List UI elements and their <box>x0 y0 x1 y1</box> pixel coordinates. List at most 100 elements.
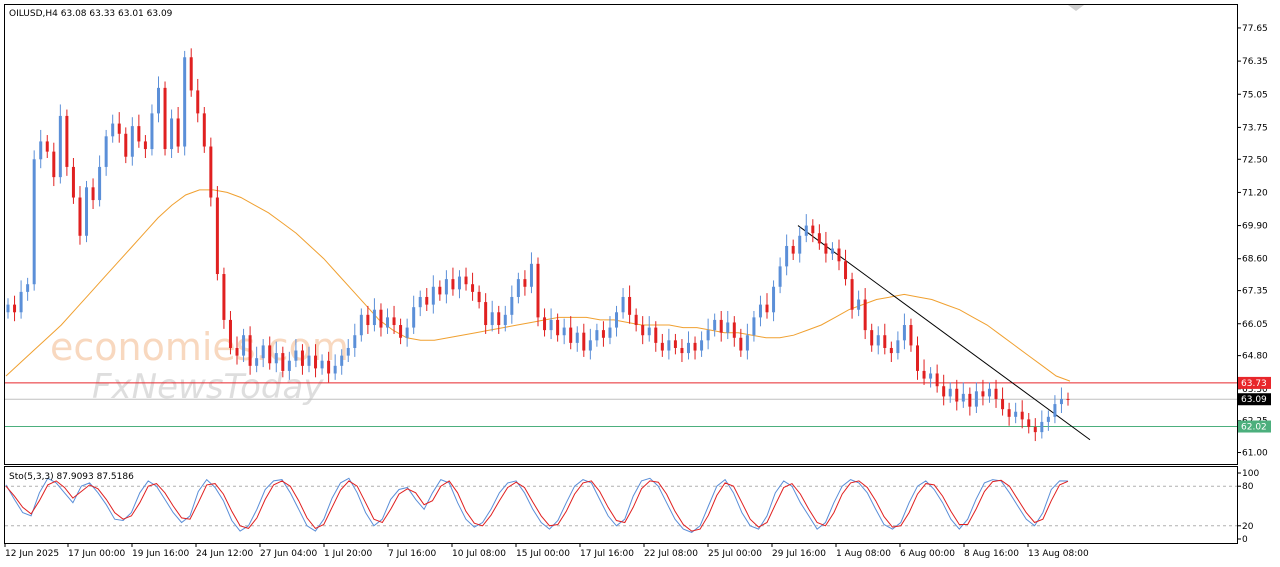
candle-body <box>52 151 56 178</box>
candle-body <box>274 353 278 364</box>
candle-body <box>392 317 396 326</box>
y-tick-label: 76.35 <box>1242 57 1268 67</box>
candle-body <box>346 347 350 356</box>
x-tick-label: 25 Jul 00:00 <box>708 549 762 559</box>
candle-body <box>654 327 658 343</box>
candle-body <box>608 327 612 338</box>
x-tick-label: 1 Jul 20:00 <box>324 549 373 559</box>
candle-body <box>569 327 573 343</box>
y-tick-label: 63.50 <box>1242 385 1268 395</box>
candle-body <box>78 197 82 236</box>
candle-body <box>549 319 553 331</box>
candle-body <box>438 286 442 295</box>
shift-marker-icon[interactable] <box>1068 5 1084 11</box>
candle-body <box>261 345 265 359</box>
stochastic-tick-label: 100 <box>1242 469 1259 479</box>
candle-body <box>700 340 704 351</box>
candle-body <box>876 335 880 346</box>
candle-body <box>425 296 429 305</box>
x-tick-label: 17 Jun 00:00 <box>68 549 125 559</box>
candle-body <box>902 325 906 341</box>
candle-body <box>1059 398 1063 405</box>
candle-body <box>124 133 128 157</box>
candle-body <box>713 319 717 331</box>
candle-body <box>641 325 645 336</box>
candle-body <box>215 197 219 275</box>
candle-body <box>889 347 893 354</box>
candle-body <box>19 291 23 313</box>
candle-body <box>765 304 769 313</box>
candle-body <box>307 355 311 366</box>
candle-body <box>660 342 664 351</box>
stochastic-tick-label: 20 <box>1242 522 1254 532</box>
y-tick-label: 71.20 <box>1242 188 1268 198</box>
candle-body <box>811 225 815 234</box>
candle-body <box>65 115 69 167</box>
candle-body <box>529 263 533 287</box>
stochastic-panel-frame <box>4 466 1238 544</box>
candle-body <box>523 279 527 287</box>
candle-body <box>588 340 592 351</box>
candle-body <box>909 325 913 346</box>
candle-body <box>974 391 978 407</box>
candle-body <box>130 126 134 157</box>
candle-body <box>772 286 776 313</box>
candle-body <box>615 312 619 328</box>
x-tick-label: 19 Jun 16:00 <box>132 549 189 559</box>
main-chart-title: OILUSD,H4 63.08 63.33 63.01 63.09 <box>9 9 173 19</box>
candle-body <box>353 335 357 348</box>
candle-body <box>857 299 861 310</box>
candle-body <box>490 312 494 326</box>
y-tick-label: 68.60 <box>1242 255 1268 265</box>
candle-body <box>268 345 272 364</box>
candle-body <box>85 187 89 236</box>
candle-body <box>804 225 808 236</box>
candle-body <box>327 360 331 374</box>
candle-body <box>870 330 874 346</box>
candle-body <box>39 141 43 160</box>
candle-body <box>575 332 579 343</box>
candle-body <box>1027 419 1031 428</box>
candle-body <box>359 314 363 336</box>
candle-body <box>706 330 710 341</box>
candle-body <box>844 261 848 280</box>
watermark-line1: economies.com <box>50 325 349 369</box>
candle-body <box>824 243 828 254</box>
x-tick-label: 1 Aug 08:00 <box>836 549 891 559</box>
candle-body <box>1001 398 1005 410</box>
y-tick-label: 64.80 <box>1242 352 1268 362</box>
candle-body <box>477 291 481 303</box>
candle-body <box>726 322 730 333</box>
candle-body <box>444 279 448 295</box>
candle-body <box>300 350 304 366</box>
candle-body <box>484 302 488 326</box>
candle-body <box>150 113 154 150</box>
candle-body <box>732 322 736 338</box>
candle-body <box>1066 398 1070 400</box>
candle-body <box>143 141 147 150</box>
candle-body <box>451 279 455 290</box>
candle-body <box>693 342 697 351</box>
candle-body <box>91 187 95 201</box>
candle-body <box>562 327 566 336</box>
candle-body <box>719 319 723 333</box>
stochastic-title: Sto(5,3,3) 87.9093 87.5186 <box>9 472 134 482</box>
candle-body <box>235 347 239 356</box>
candle-body <box>340 355 344 366</box>
candle-body <box>961 393 965 402</box>
candle-body <box>817 233 821 244</box>
candle-body <box>850 279 854 310</box>
watermark-line2: FxNewsToday <box>92 367 324 407</box>
candle-body <box>942 386 946 397</box>
candle-body <box>1007 409 1011 417</box>
y-tick-label: 69.90 <box>1242 222 1268 232</box>
candle-body <box>137 126 141 142</box>
x-tick-label: 12 Jun 2025 <box>5 549 59 559</box>
candle-body <box>955 388 959 402</box>
candle-body <box>26 284 30 292</box>
candle-body <box>399 325 403 338</box>
y-tick-label: 61.00 <box>1242 449 1268 459</box>
candle-body <box>516 279 520 297</box>
candle-body <box>778 266 782 287</box>
